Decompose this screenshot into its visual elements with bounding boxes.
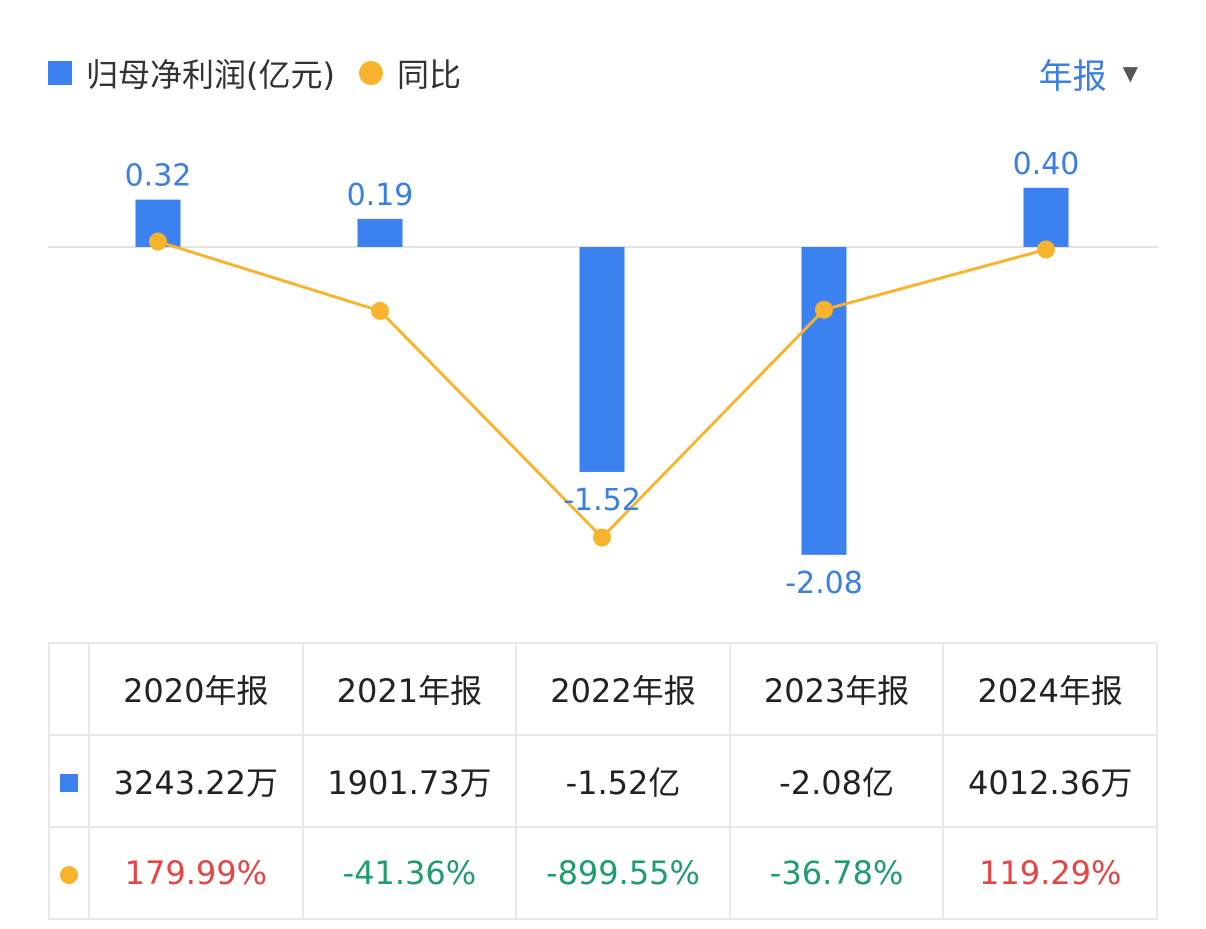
table-header-row: 2020年报 2021年报 2022年报 2023年报 2024年报 bbox=[48, 642, 1158, 736]
yoy-point bbox=[815, 300, 833, 319]
table-row-yoy: 179.99% -41.36% -899.55% -36.78% 119.29% bbox=[48, 826, 1158, 920]
net-profit-cell: 4012.36万 bbox=[942, 734, 1158, 828]
period-dropdown[interactable]: 年报 ▼ bbox=[1038, 50, 1138, 97]
yoy-cell: -36.78% bbox=[728, 826, 945, 920]
legend-label-yoy: 同比 bbox=[396, 56, 461, 94]
table-header-cell: 2020年报 bbox=[88, 642, 304, 736]
bar bbox=[1023, 187, 1069, 247]
caret-down-icon: ▼ bbox=[1122, 61, 1138, 85]
yoy-point bbox=[1037, 240, 1055, 259]
square-icon bbox=[60, 774, 78, 792]
yoy-point bbox=[371, 301, 389, 320]
yoy-cell: -41.36% bbox=[301, 826, 518, 920]
yoy-point bbox=[149, 232, 167, 251]
net-profit-cell: -2.08亿 bbox=[728, 734, 945, 828]
yoy-cell: 179.99% bbox=[88, 826, 304, 920]
data-table: 2020年报 2021年报 2022年报 2023年报 2024年报 3243.… bbox=[48, 642, 1158, 920]
net-profit-chart: 0.32 0.19 -1.52 -2.08 0.40 bbox=[48, 147, 1158, 601]
chart-legend: 归母净利润(亿元) 同比 bbox=[48, 50, 485, 96]
bar-value-label: 0.32 bbox=[125, 159, 192, 194]
header-icon-cell bbox=[48, 642, 90, 736]
bar bbox=[357, 218, 403, 247]
legend-item-net-profit[interactable]: 归母净利润(亿元) bbox=[48, 50, 335, 96]
bar-value-label: -2.08 bbox=[785, 566, 863, 601]
table-header-cell: 2021年报 bbox=[301, 642, 518, 736]
net-profit-cell: 3243.22万 bbox=[88, 734, 304, 828]
yoy-cell: 119.29% bbox=[942, 826, 1158, 920]
dot-icon bbox=[60, 866, 78, 884]
bar-value-label: 0.40 bbox=[1013, 147, 1080, 182]
bar bbox=[801, 247, 847, 555]
net-profit-cell: -1.52亿 bbox=[515, 734, 731, 828]
yoy-point bbox=[593, 528, 611, 547]
table-row-net-profit: 3243.22万 1901.73万 -1.52亿 -2.08亿 4012.36万 bbox=[48, 734, 1158, 828]
period-dropdown-label: 年报 bbox=[1038, 56, 1107, 97]
net-profit-cell: 1901.73万 bbox=[301, 734, 518, 828]
bar-value-label: -1.52 bbox=[563, 483, 641, 518]
row-square-icon-cell bbox=[48, 734, 90, 828]
table-header-cell: 2023年报 bbox=[728, 642, 945, 736]
table-header-cell: 2024年报 bbox=[942, 642, 1158, 736]
legend-item-yoy[interactable]: 同比 bbox=[358, 50, 461, 96]
legend-dot-icon bbox=[358, 61, 383, 85]
row-dot-icon-cell bbox=[48, 826, 90, 920]
bar bbox=[579, 247, 625, 472]
legend-label-net-profit: 归母净利润(亿元) bbox=[86, 56, 335, 94]
table-header-cell: 2022年报 bbox=[515, 642, 731, 736]
legend-square-icon bbox=[48, 61, 72, 85]
yoy-cell: -899.55% bbox=[515, 826, 731, 920]
bar-value-label: 0.19 bbox=[347, 178, 414, 213]
